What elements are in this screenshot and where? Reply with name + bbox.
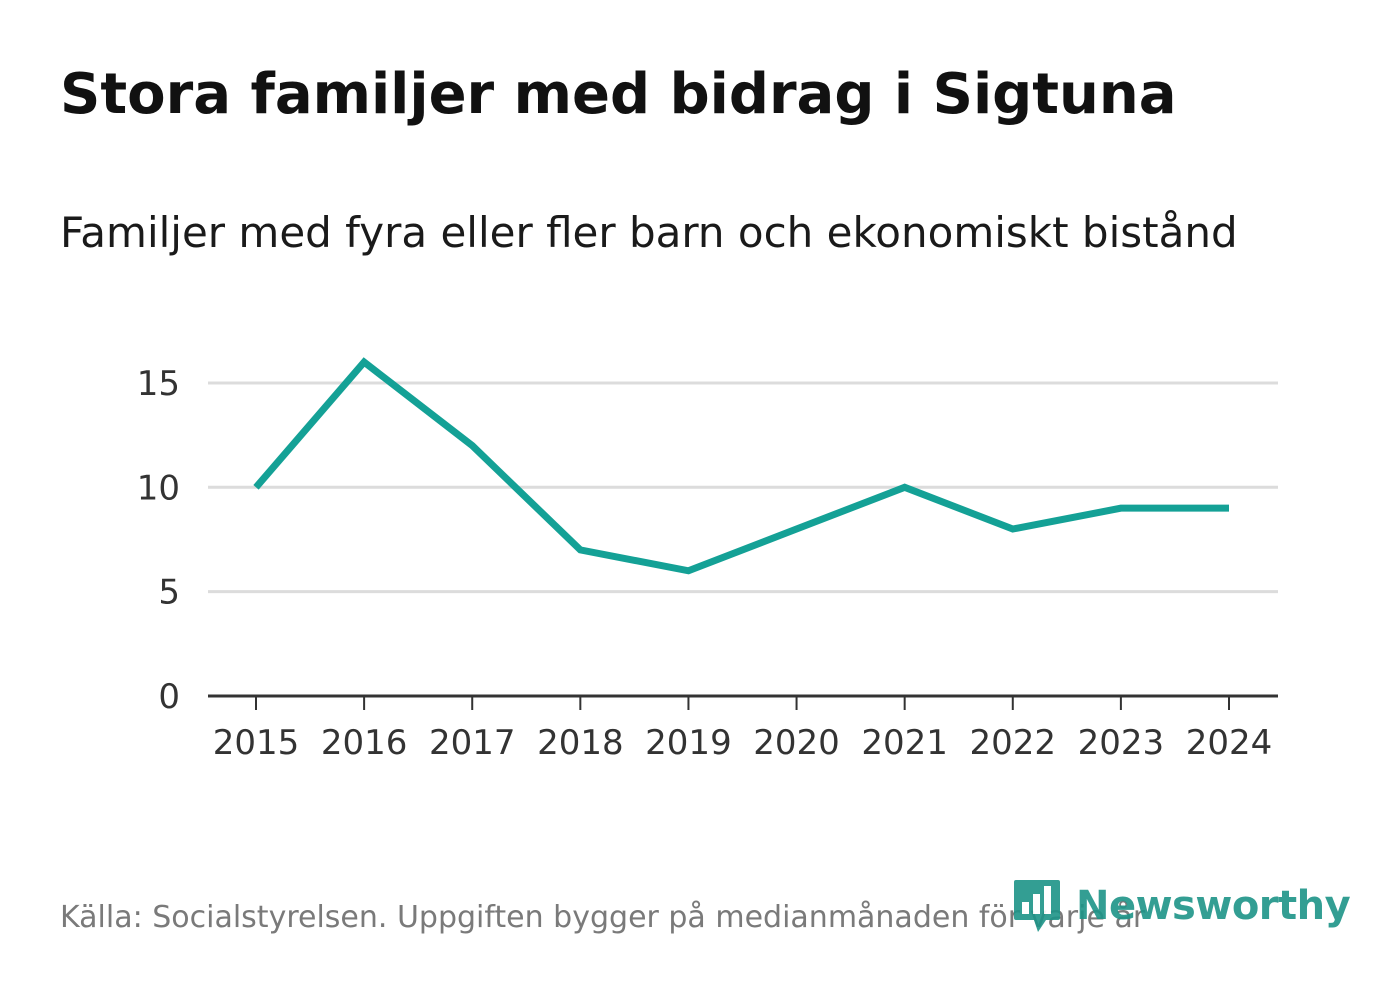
x-tick-label: 2020	[753, 723, 840, 763]
newsworthy-logo: Newsworthy	[1012, 878, 1351, 934]
x-tick-label: 2023	[1078, 723, 1165, 763]
x-tick-label: 2019	[645, 723, 732, 763]
y-tick-label: 0	[158, 677, 180, 717]
source-note: Källa: Socialstyrelsen. Uppgiften bygger…	[60, 900, 1146, 935]
x-tick-label: 2022	[970, 723, 1057, 763]
x-tick-label: 2018	[537, 723, 624, 763]
x-tick-label: 2024	[1186, 723, 1273, 763]
y-tick-label: 10	[137, 468, 180, 508]
x-tick-label: 2017	[429, 723, 516, 763]
logo-text: Newsworthy	[1076, 883, 1351, 929]
x-tick-label: 2021	[861, 723, 948, 763]
x-tick-label: 2015	[213, 723, 300, 763]
y-tick-label: 5	[158, 573, 180, 613]
chart-title: Stora familjer med bidrag i Sigtuna	[60, 62, 1177, 127]
chart-subtitle: Familjer med fyra eller fler barn och ek…	[60, 208, 1238, 257]
y-tick-label: 15	[137, 364, 180, 404]
bar-chart-icon	[1014, 880, 1060, 932]
x-tick-label: 2016	[321, 723, 408, 763]
series-line	[253, 357, 1229, 575]
